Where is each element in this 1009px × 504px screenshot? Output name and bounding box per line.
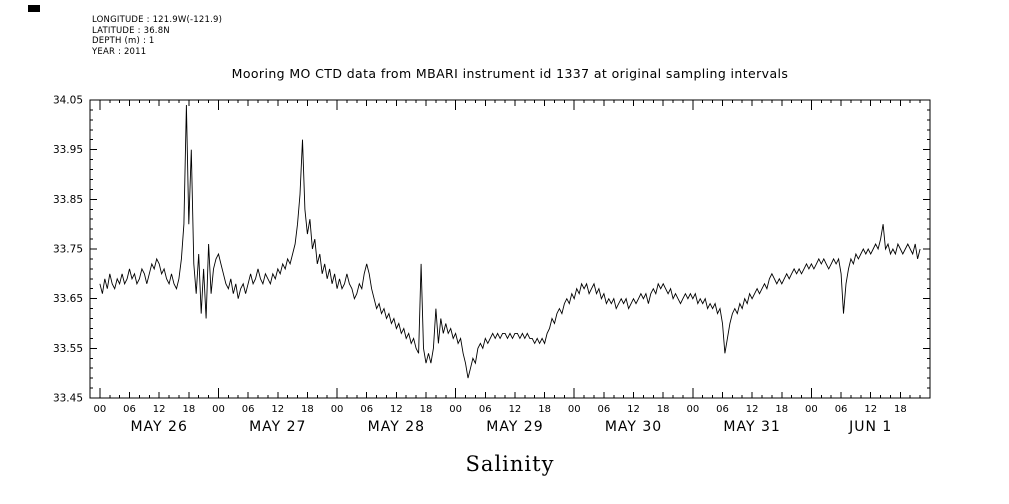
svg-text:18: 18: [894, 404, 907, 415]
svg-text:00: 00: [331, 404, 344, 415]
svg-text:00: 00: [94, 404, 107, 415]
x-axis-variable-label: Salinity: [465, 452, 555, 476]
meta-longitude: LONGITUDE : 121.9W(-121.9): [92, 15, 223, 25]
svg-text:12: 12: [864, 404, 877, 415]
svg-text:12: 12: [390, 404, 403, 415]
svg-text:33.85: 33.85: [53, 194, 83, 206]
svg-text:06: 06: [479, 404, 492, 415]
svg-text:18: 18: [775, 404, 788, 415]
svg-text:33.45: 33.45: [53, 393, 83, 405]
svg-text:18: 18: [538, 404, 551, 415]
svg-text:00: 00: [686, 404, 699, 415]
svg-text:12: 12: [153, 404, 166, 415]
meta-year: YEAR : 2011: [92, 46, 147, 57]
svg-text:18: 18: [182, 404, 195, 415]
svg-text:33.95: 33.95: [53, 144, 83, 156]
svg-text:34.05: 34.05: [53, 95, 83, 107]
svg-text:MAY 29: MAY 29: [486, 419, 543, 435]
chart-title: Mooring MO CTD data from MBARI instrumen…: [231, 66, 789, 81]
svg-text:06: 06: [598, 404, 611, 415]
svg-text:18: 18: [301, 404, 314, 415]
meta-latitude: LATITUDE : 36.8N: [92, 25, 170, 36]
svg-text:00: 00: [805, 404, 818, 415]
svg-text:00: 00: [212, 404, 225, 415]
svg-text:12: 12: [509, 404, 522, 415]
svg-text:06: 06: [716, 404, 729, 415]
svg-text:12: 12: [271, 404, 284, 415]
svg-text:MAY 27: MAY 27: [249, 419, 306, 435]
corner-mark: [28, 5, 40, 12]
metadata-block: LONGITUDE : 121.9W(-121.9) LATITUDE : 36…: [92, 15, 222, 58]
svg-text:06: 06: [835, 404, 848, 415]
salinity-trace: [99, 104, 921, 379]
svg-text:18: 18: [420, 404, 433, 415]
svg-text:MAY 26: MAY 26: [130, 419, 187, 435]
svg-text:33.55: 33.55: [53, 343, 83, 355]
svg-text:MAY 28: MAY 28: [368, 419, 425, 435]
svg-text:12: 12: [627, 404, 640, 415]
svg-text:12: 12: [746, 404, 759, 415]
svg-text:33.75: 33.75: [53, 244, 83, 256]
svg-text:06: 06: [360, 404, 373, 415]
meta-depth: DEPTH (m) : 1: [92, 36, 155, 47]
svg-text:MAY 31: MAY 31: [723, 419, 780, 435]
svg-text:06: 06: [242, 404, 255, 415]
svg-text:MAY 30: MAY 30: [605, 419, 662, 435]
svg-text:33.65: 33.65: [53, 293, 83, 305]
svg-text:00: 00: [568, 404, 581, 415]
svg-text:JUN 1: JUN 1: [848, 419, 892, 435]
svg-text:06: 06: [123, 404, 136, 415]
svg-text:00: 00: [449, 404, 462, 415]
svg-text:18: 18: [657, 404, 670, 415]
